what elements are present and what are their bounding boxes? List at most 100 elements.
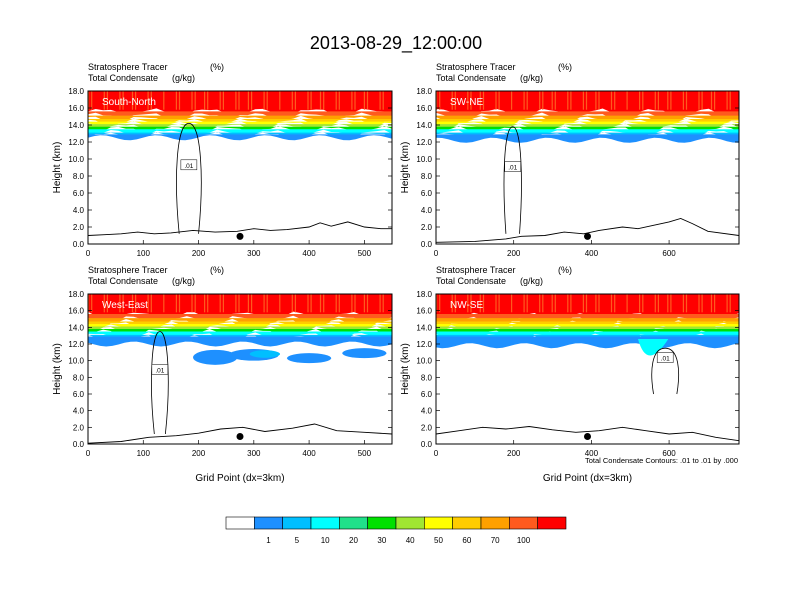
tracer-field: .01 bbox=[436, 294, 739, 444]
y-tick-label: 12.0 bbox=[416, 138, 432, 147]
x-tick-label: 400 bbox=[585, 449, 599, 458]
tracer-streak bbox=[122, 294, 124, 313]
tracer-streak bbox=[470, 91, 472, 110]
tracer-streak bbox=[436, 294, 438, 313]
tracer-streak bbox=[351, 91, 353, 110]
colorbar-swatch bbox=[395, 516, 425, 530]
tracer-band-blue bbox=[436, 134, 739, 143]
tracer-streak bbox=[701, 91, 703, 110]
tracer-streak bbox=[614, 294, 616, 313]
y-tick-label: 16.0 bbox=[416, 104, 432, 113]
tracer-streak bbox=[194, 91, 196, 110]
tracer-streak bbox=[266, 294, 268, 313]
x-tick-label: 200 bbox=[507, 249, 521, 258]
x-tick-label: 300 bbox=[247, 249, 261, 258]
tracer-streak bbox=[382, 91, 384, 110]
y-tick-label: 0.0 bbox=[421, 440, 433, 449]
colorbar-label: 60 bbox=[462, 536, 471, 545]
y-tick-label: 16.0 bbox=[68, 104, 84, 113]
tracer-band bbox=[88, 129, 392, 136]
contour-label-box bbox=[504, 161, 521, 172]
tracer-streak bbox=[498, 294, 500, 313]
y-tick-label: 2.0 bbox=[73, 423, 85, 432]
tracer-streak bbox=[219, 91, 221, 110]
tracer-streak bbox=[595, 294, 597, 313]
tracer-streak bbox=[554, 91, 556, 110]
terrain-line bbox=[436, 426, 739, 442]
tracer-streak bbox=[551, 91, 553, 110]
x-tick-label: 100 bbox=[137, 249, 151, 258]
tracer-streak bbox=[191, 91, 193, 110]
y-tick-label: 16.0 bbox=[416, 307, 432, 316]
y-axis-label: Height (km) bbox=[400, 142, 411, 194]
y-tick-label: 6.0 bbox=[421, 189, 433, 198]
tracer-streak bbox=[294, 294, 296, 313]
tracer-streak bbox=[698, 294, 700, 313]
tracer-streak bbox=[354, 91, 356, 110]
subtitle-tracer-units: (%) bbox=[210, 265, 224, 275]
panel-nw-se: .01 NW-SE Stratosphere Tracer (%) Total Cond… bbox=[400, 265, 740, 484]
subtitle-tracer: Stratosphere Tracer bbox=[88, 62, 168, 72]
tracer-streak bbox=[379, 294, 381, 313]
tracer-streak bbox=[670, 91, 672, 110]
tracer-streak bbox=[310, 294, 312, 313]
y-tick-label: 0.0 bbox=[73, 240, 85, 249]
tracer-streak bbox=[470, 294, 472, 313]
panel-label: South-North bbox=[102, 97, 156, 108]
tracer-streak bbox=[482, 294, 485, 313]
contour-label-box bbox=[656, 352, 674, 363]
x-tick-label: 0 bbox=[86, 449, 91, 458]
y-tick-label: 8.0 bbox=[73, 172, 85, 181]
subtitle-tracer: Stratosphere Tracer bbox=[436, 62, 516, 72]
tracer-streak bbox=[363, 91, 365, 110]
subtitle-condensate-units: (g/kg) bbox=[520, 73, 543, 83]
y-tick-label: 10.0 bbox=[416, 357, 432, 366]
tracer-streak bbox=[642, 91, 644, 110]
tracer-streak bbox=[539, 91, 541, 110]
tracer-streak bbox=[498, 91, 500, 110]
plot-frame bbox=[435, 293, 740, 445]
tracer-streak bbox=[194, 294, 196, 313]
colorbar-swatch bbox=[339, 516, 368, 530]
plot-frame bbox=[87, 90, 393, 245]
tracer-streak bbox=[701, 294, 703, 313]
colorbar-label: 20 bbox=[349, 536, 358, 545]
terrain-line bbox=[436, 218, 739, 243]
tracer-streak bbox=[91, 91, 93, 110]
tracer-dip bbox=[638, 339, 669, 356]
tracer-streak bbox=[710, 294, 713, 313]
x-tick-label: 100 bbox=[137, 449, 151, 458]
tracer-streak bbox=[523, 294, 525, 313]
panel-sw-ne: .01 SW-NE Stratosphere Tracer (%) Total Cond… bbox=[400, 62, 740, 258]
tracer-streak bbox=[467, 294, 469, 313]
tracer-streak bbox=[279, 91, 281, 110]
tracer-lobe bbox=[193, 349, 238, 365]
tracer-streak bbox=[291, 294, 293, 313]
tracer-streak bbox=[88, 91, 90, 110]
y-tick-label: 2.0 bbox=[421, 223, 433, 232]
tracer-streak bbox=[582, 91, 584, 110]
x-tick-label: 600 bbox=[662, 449, 676, 458]
x-tick-label: 200 bbox=[192, 249, 206, 258]
colorbar-swatch bbox=[282, 516, 312, 530]
x-tick-label: 300 bbox=[247, 449, 261, 458]
tracer-streak bbox=[667, 294, 669, 313]
subtitle-tracer: Stratosphere Tracer bbox=[88, 265, 168, 275]
tracer-streak bbox=[106, 91, 108, 110]
panel-south-north: .01 South-North Stratosphere Tracer (%) Tota… bbox=[52, 62, 393, 258]
tracer-streak bbox=[204, 294, 206, 313]
tracer-streak bbox=[122, 91, 124, 110]
tracer-streak bbox=[685, 91, 688, 110]
y-tick-label: 6.0 bbox=[73, 189, 85, 198]
x-axis-label: Grid Point (dx=3km) bbox=[195, 473, 284, 484]
tracer-streak bbox=[526, 294, 528, 313]
tracer-field: .01 bbox=[88, 91, 392, 244]
tracer-streak bbox=[626, 91, 628, 110]
tracer-streak bbox=[667, 91, 669, 110]
x-tick-label: 500 bbox=[358, 449, 372, 458]
tracer-streak bbox=[131, 91, 134, 110]
panel-west-east: .01 West-East Stratosphere Tracer (%) Total … bbox=[52, 265, 393, 484]
tracer-streak bbox=[291, 91, 293, 110]
x-tick-label: 400 bbox=[302, 449, 316, 458]
tracer-streak bbox=[178, 294, 181, 313]
